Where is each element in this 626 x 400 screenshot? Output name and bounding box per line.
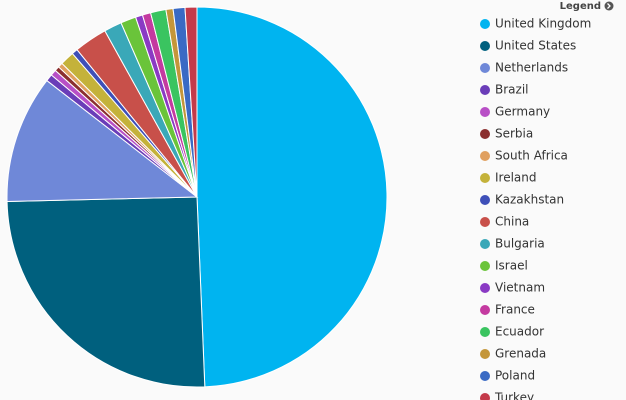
legend-swatch[interactable] — [480, 107, 490, 117]
legend-label[interactable]: Vietnam — [495, 281, 545, 295]
legend-label[interactable]: France — [495, 303, 535, 317]
pie-slice[interactable] — [6, 196, 206, 388]
legend-label[interactable]: Grenada — [495, 347, 546, 361]
legend-label[interactable]: Brazil — [495, 83, 529, 97]
legend-label[interactable]: South Africa — [495, 149, 568, 163]
legend-label[interactable]: China — [495, 215, 529, 229]
legend-toggle-icon[interactable] — [604, 1, 614, 11]
pie-slice[interactable] — [184, 6, 198, 198]
legend-swatch[interactable] — [480, 283, 490, 293]
legend-swatch[interactable] — [480, 41, 490, 51]
legend-swatch[interactable] — [480, 261, 490, 271]
legend-label[interactable]: United States — [495, 39, 576, 53]
legend-swatch[interactable] — [480, 195, 490, 205]
legend-label[interactable]: Netherlands — [495, 61, 568, 75]
legend-label[interactable]: Kazakhstan — [495, 193, 564, 207]
legend-swatch[interactable] — [480, 217, 490, 227]
legend-label[interactable]: Germany — [495, 105, 550, 119]
legend-label[interactable]: Serbia — [495, 127, 533, 141]
legend-swatch[interactable] — [480, 63, 490, 73]
pie-slice[interactable] — [6, 79, 199, 203]
legend-swatch[interactable] — [480, 371, 490, 381]
legend-label[interactable]: United Kingdom — [495, 17, 591, 31]
legend-label[interactable]: Poland — [495, 369, 535, 383]
legend-swatch[interactable] — [480, 173, 490, 183]
legend-swatch[interactable] — [480, 327, 490, 337]
legend-label[interactable]: Ireland — [495, 171, 537, 185]
legend-label[interactable]: Ecuador — [495, 325, 544, 339]
legend-label[interactable]: Bulgaria — [495, 237, 545, 251]
legend-swatch[interactable] — [480, 19, 490, 29]
legend-swatch[interactable] — [480, 129, 490, 139]
legend-swatch[interactable] — [480, 393, 490, 400]
legend-swatch[interactable] — [480, 151, 490, 161]
legend-swatch[interactable] — [480, 239, 490, 249]
pie-slice[interactable] — [196, 6, 388, 388]
legend-title[interactable]: Legend — [560, 1, 601, 12]
legend-label[interactable]: Israel — [495, 259, 528, 273]
legend-swatch[interactable] — [480, 305, 490, 315]
legend-swatch[interactable] — [480, 85, 490, 95]
legend-label[interactable]: Turkey — [494, 391, 534, 400]
legend-swatch[interactable] — [480, 349, 490, 359]
